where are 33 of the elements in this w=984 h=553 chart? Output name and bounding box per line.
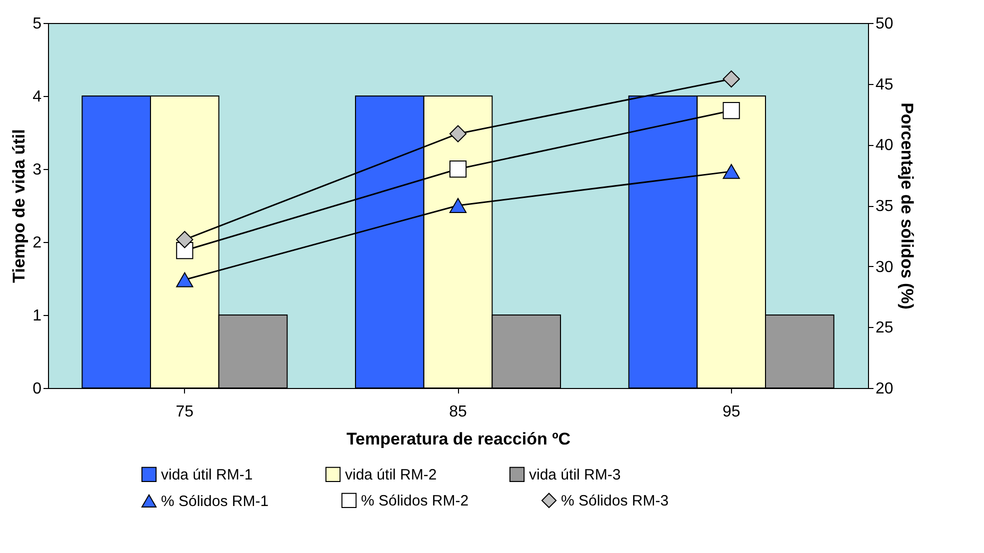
y2-tick-label: 30 <box>876 258 894 276</box>
y-tick-label: 4 <box>32 88 42 106</box>
y2-tick-label: 35 <box>876 198 894 215</box>
y2-tick-label: 50 <box>876 16 894 32</box>
point <box>722 70 740 88</box>
y-axis-title: Tiempo de vida útil <box>10 129 29 283</box>
y-tick-label: 1 <box>32 308 42 324</box>
point <box>449 160 467 178</box>
y2-tick-label: 45 <box>876 76 894 94</box>
y-tick-label: 5 <box>32 16 42 32</box>
y-tick-label: 3 <box>32 162 42 178</box>
legend-label: % Sólidos RM-3 <box>561 492 669 510</box>
legend-label: vida útil RM-3 <box>529 466 621 484</box>
point <box>449 198 467 213</box>
y-tick-label: 2 <box>32 234 42 252</box>
x-tick-label: 75 <box>176 404 194 420</box>
y2-axis-title: Porcentaje de sólidos (%) <box>897 102 916 310</box>
point <box>176 231 194 248</box>
y2-tick-label: 25 <box>876 320 894 337</box>
y2-tick-label: 40 <box>876 137 894 154</box>
point <box>176 272 194 288</box>
x-axis-title: Temperatura de reacción ºC <box>346 430 571 448</box>
x-tick-label: 95 <box>722 404 740 420</box>
y-tick-label: 0 <box>32 380 42 398</box>
point <box>722 102 740 120</box>
point <box>722 164 740 179</box>
legend-label: vida útil RM-2 <box>345 466 437 484</box>
legend-label: % Sólidos RM-1 <box>161 492 269 510</box>
legend-label: vida útil RM-1 <box>161 466 253 484</box>
legend-label: % Sólidos RM-2 <box>361 492 469 510</box>
x-tick-label: 85 <box>449 404 467 420</box>
point <box>449 125 467 142</box>
y2-tick-label: 20 <box>876 380 894 398</box>
